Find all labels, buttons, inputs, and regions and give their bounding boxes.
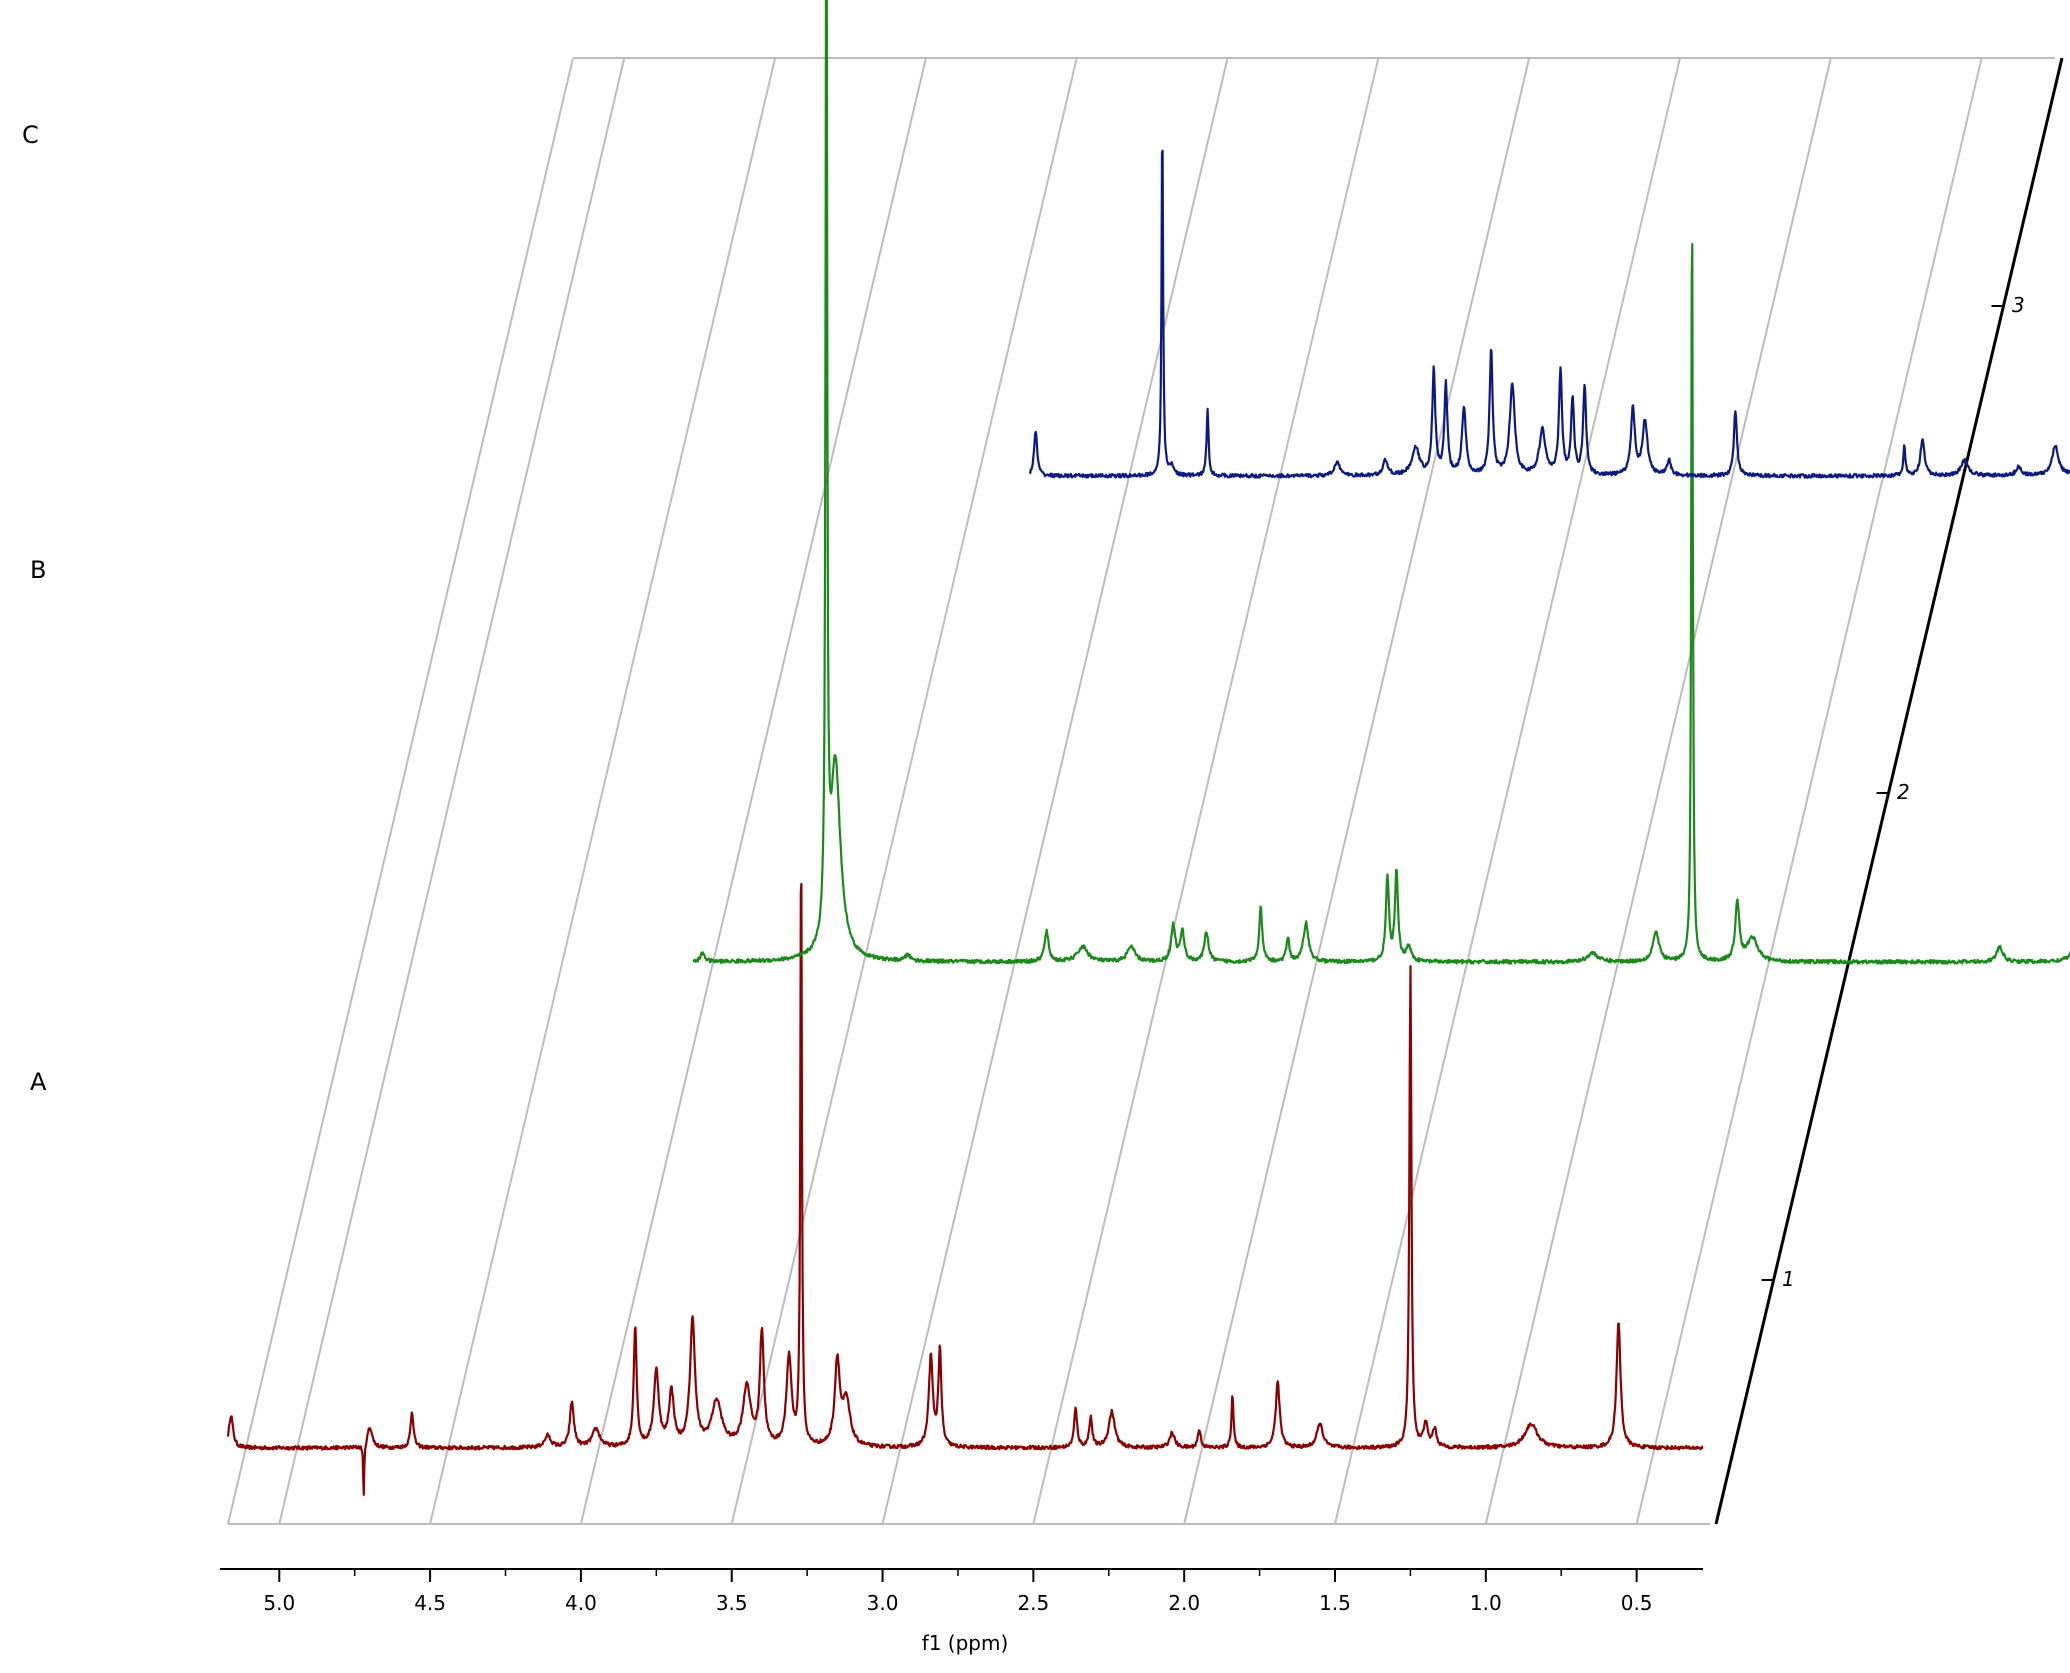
x-tick-label: 5.0 — [263, 1591, 295, 1615]
x-tick-label: 0.5 — [1621, 1591, 1653, 1615]
x-tick-label: 4.5 — [414, 1591, 446, 1615]
x-tick-label: 2.0 — [1168, 1591, 1200, 1615]
grid-line — [1032, 57, 1380, 1525]
spectrum-c — [1029, 149, 2070, 479]
spectrum-b — [692, 0, 2070, 965]
grid-line — [1635, 57, 1983, 1525]
spectrum-label-b: B — [30, 556, 46, 584]
spectrum-labels: A B C — [22, 121, 47, 1096]
x-tick-label: 3.5 — [716, 1591, 748, 1615]
plot-grid — [227, 57, 2064, 1525]
x-tick-label: 1.0 — [1470, 1591, 1502, 1615]
spectrum-line — [692, 0, 2070, 965]
spectrum-label-a: A — [30, 1068, 47, 1096]
grid-line — [579, 57, 927, 1525]
grid-line — [1183, 57, 1531, 1525]
x-axis-title: f1 (ppm) — [922, 1631, 1009, 1655]
x-tick-label: 2.5 — [1017, 1591, 1049, 1615]
spectrum-a — [226, 882, 1704, 1496]
z-tick-label-1: 1 — [1782, 1267, 1795, 1291]
depth-axis-line — [1714, 57, 2064, 1525]
spectra — [226, 0, 2070, 1496]
x-tick-label: 4.0 — [565, 1591, 597, 1615]
grid-line — [1484, 57, 1832, 1525]
grid-line — [1334, 57, 1681, 1525]
grid-line — [278, 57, 626, 1525]
depth-axis: 1 2 3 — [1782, 293, 2025, 1291]
grid-line — [429, 57, 777, 1525]
spectrum-line — [1029, 149, 2070, 479]
spectrum-line — [226, 882, 1704, 1496]
x-tick-label: 1.5 — [1319, 1591, 1351, 1615]
x-axis: 5.0 4.5 4.0 3.5 3.0 2.5 2.0 1.5 1.0 0.5 f1 (ppm) — [220, 1568, 1703, 1655]
spectrum-label-c: C — [22, 121, 39, 149]
x-tick-label: 3.0 — [867, 1591, 899, 1615]
z-tick-label-3: 3 — [2012, 293, 2025, 317]
x-ticks: 5.0 4.5 4.0 3.5 3.0 2.5 2.0 1.5 1.0 0.5 — [263, 1569, 1653, 1615]
grid-edge-left — [227, 57, 574, 1525]
grid-line — [730, 57, 1078, 1525]
grid-line — [881, 57, 1229, 1525]
z-tick-label-2: 2 — [1897, 780, 1910, 804]
